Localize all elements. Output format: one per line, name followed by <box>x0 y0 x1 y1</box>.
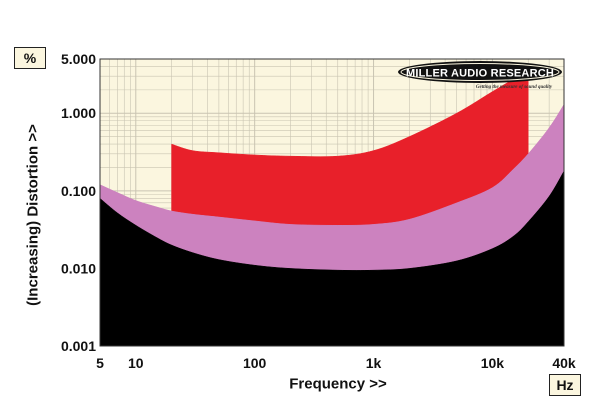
y-unit-box: % <box>14 47 46 69</box>
x-tick-label: 5 <box>96 355 104 371</box>
logo-name: MILLER AUDIO RESEARCH <box>406 68 554 80</box>
y-tick-label: 0.010 <box>61 260 96 276</box>
band-2 <box>100 170 564 346</box>
bands <box>100 75 564 346</box>
x-tick-label: 40k <box>552 355 576 371</box>
x-tick-label: 100 <box>243 355 267 371</box>
miller-audio-research-logo: MILLER AUDIO RESEARCH Getting the measur… <box>398 61 562 90</box>
logo-tagline: Getting the measure of sound quality <box>476 85 553 90</box>
x-tick-label: 1k <box>366 355 382 371</box>
x-tick-label: 10k <box>481 355 505 371</box>
y-tick-label: 5.000 <box>61 51 96 67</box>
y-tick-label: 0.100 <box>61 183 96 199</box>
x-tick-label: 10 <box>128 355 144 371</box>
ticks: 5 10 100 1k 10k 40k 0.001 0.010 0.100 1.000 5.000 <box>61 51 576 371</box>
y-axis-label: (Increasing) Distortion >> <box>24 124 42 306</box>
y-tick-label: 1.000 <box>61 105 96 121</box>
plot-frame <box>99 58 565 347</box>
y-tick-label: 0.001 <box>61 338 96 354</box>
x-axis-label: Frequency >> <box>289 375 387 393</box>
x-unit-box: Hz <box>549 374 581 396</box>
